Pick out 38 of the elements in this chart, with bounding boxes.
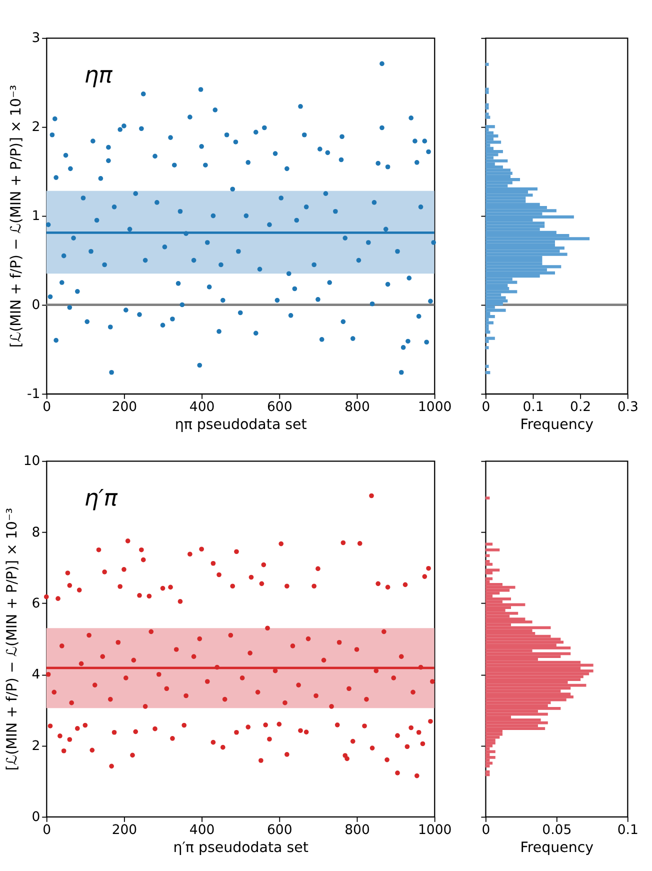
y-tick-label: 2 [32,120,40,136]
x-tick-label: 1000 [418,823,452,838]
x-tick-label: 0.2 [570,400,592,416]
x-axis-title: Frequency [520,417,594,434]
x-tick-label: 0 [482,823,490,838]
x-tick-label: 200 [112,400,138,416]
annotation: ηπ [84,62,113,88]
y-tick-label: -1 [27,386,40,402]
x-tick-label: 400 [189,823,215,838]
y-tick-label: 4 [32,668,40,683]
x-axis-title: Frequency [520,840,594,856]
x-tick-label: 0 [482,400,490,416]
x-tick-label: 1000 [418,400,452,416]
y-tick-label: 6 [32,596,40,612]
x-tick-label: 600 [267,400,292,416]
x-tick-label: 600 [267,823,292,838]
y-axis-title: [ℒ(MIN + f/P) − ℒ(MIN + P/P)] × 10⁻³ [4,508,21,771]
y-tick-label: 0 [32,810,40,825]
x-axis-title: ηπ pseudodata set [174,417,308,434]
y-tick-label: 10 [23,454,40,470]
y-tick-label: 3 [32,31,40,46]
x-tick-label: 200 [112,823,138,838]
annotation: η′π [84,485,118,512]
x-tick-label: 0.1 [522,400,544,416]
y-tick-label: 2 [32,738,40,754]
y-axis-title: [ℒ(MIN + f/P) − ℒ(MIN + P/P)] × 10⁻³ [8,84,24,348]
x-tick-label: 0.3 [617,400,638,416]
x-tick-label: 0.1 [617,823,638,838]
x-axis-title: η′π pseudodata set [173,840,309,856]
y-tick-label: 8 [32,525,40,540]
y-tick-label: 0 [32,298,40,314]
x-tick-label: 800 [344,400,370,416]
y-tick-label: 1 [32,209,40,224]
x-tick-label: 400 [189,400,215,416]
x-tick-label: 800 [344,823,370,838]
x-tick-label: 0.05 [542,823,572,838]
x-tick-label: 0 [42,400,52,416]
x-tick-label: 0 [42,823,52,838]
